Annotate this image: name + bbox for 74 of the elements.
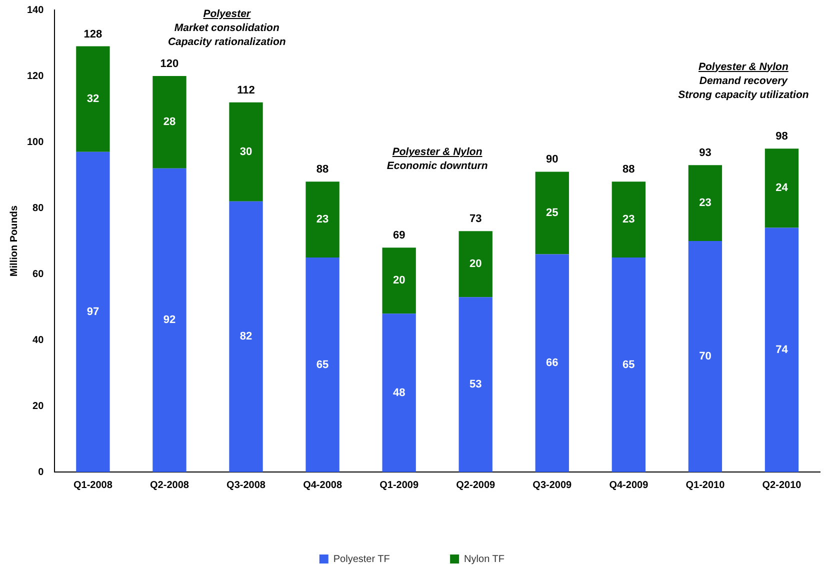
x-tick-label: Q4-2009 bbox=[609, 480, 649, 491]
data-label: 92 bbox=[163, 314, 176, 326]
total-label: 90 bbox=[546, 154, 558, 166]
data-label: 23 bbox=[699, 197, 712, 210]
data-label: 82 bbox=[240, 330, 252, 343]
y-tick-label: 140 bbox=[26, 4, 44, 16]
data-label: 53 bbox=[469, 378, 482, 391]
total-label: 93 bbox=[699, 147, 712, 160]
y-tick-label: 80 bbox=[32, 202, 44, 214]
annotation: Polyester & Nylon Economic downturn bbox=[386, 146, 488, 172]
total-label: 69 bbox=[392, 230, 406, 242]
y-tick-label: 120 bbox=[26, 70, 44, 82]
total-label: 88 bbox=[316, 164, 329, 176]
y-axis-title: Million Pounds bbox=[8, 205, 20, 277]
y-tick-label: 20 bbox=[32, 400, 44, 412]
data-label: 20 bbox=[469, 258, 482, 270]
data-label: 32 bbox=[86, 93, 100, 106]
data-label: 70 bbox=[699, 350, 712, 363]
y-tick-label: 0 bbox=[38, 466, 44, 478]
bar bbox=[764, 148, 799, 228]
x-tick-label: Q4-2008 bbox=[303, 480, 342, 491]
data-label: 30 bbox=[240, 146, 252, 158]
bar bbox=[76, 46, 110, 152]
x-tick-label: Q2-2010 bbox=[762, 480, 802, 491]
data-label: 65 bbox=[316, 358, 329, 371]
data-label: 20 bbox=[392, 274, 406, 287]
bar bbox=[688, 241, 722, 472]
bar bbox=[76, 152, 110, 472]
bar bbox=[612, 182, 646, 258]
bar bbox=[382, 314, 416, 472]
y-tick-label: 60 bbox=[32, 268, 44, 280]
y-tick-label: 100 bbox=[26, 136, 44, 148]
bar bbox=[535, 172, 569, 254]
data-label: 66 bbox=[546, 357, 558, 370]
data-label: 25 bbox=[546, 206, 558, 219]
bar bbox=[535, 254, 569, 472]
bar bbox=[458, 231, 492, 298]
data-label: 74 bbox=[776, 344, 789, 356]
data-label: 28 bbox=[163, 116, 176, 128]
data-label: 23 bbox=[622, 214, 635, 226]
legend-label: Nylon TF bbox=[464, 554, 504, 565]
bar bbox=[229, 102, 263, 202]
bar bbox=[688, 165, 722, 241]
total-label: 128 bbox=[84, 28, 102, 40]
legend-label: Polyester TF bbox=[333, 554, 390, 565]
bar bbox=[764, 228, 799, 472]
bar bbox=[229, 201, 263, 472]
total-label: 120 bbox=[160, 58, 179, 70]
bar bbox=[152, 76, 186, 168]
data-label: 24 bbox=[776, 182, 789, 194]
total-label: 88 bbox=[622, 164, 635, 176]
x-tick-label: Q3-2009 bbox=[532, 480, 572, 491]
data-label: 65 bbox=[622, 358, 635, 371]
x-tick-label: Q2-2008 bbox=[150, 480, 190, 491]
bar bbox=[306, 182, 340, 258]
total-label: 112 bbox=[237, 84, 255, 96]
bar bbox=[458, 297, 492, 472]
x-tick-label: Q1-2009 bbox=[380, 480, 419, 491]
x-tick-label: Q2-2009 bbox=[456, 480, 496, 491]
y-tick-label: 40 bbox=[32, 334, 44, 346]
data-label: 97 bbox=[86, 306, 100, 318]
x-tick-label: Q1-2008 bbox=[73, 480, 113, 491]
annotation: Polyester Market consolidation Capacity rationalization bbox=[168, 8, 286, 48]
bar bbox=[612, 258, 646, 472]
data-label: 48 bbox=[392, 386, 406, 399]
x-tick-label: Q1-2010 bbox=[686, 480, 726, 491]
total-label: 73 bbox=[469, 213, 482, 226]
bar bbox=[306, 258, 340, 472]
bar bbox=[382, 248, 416, 314]
data-label: 23 bbox=[316, 214, 329, 226]
x-tick-label: Q3-2008 bbox=[226, 480, 266, 491]
bar bbox=[152, 168, 186, 472]
total-label: 98 bbox=[776, 130, 788, 143]
annotation: Polyester & Nylon Demand recovery Strong capacity utilization bbox=[678, 60, 809, 100]
